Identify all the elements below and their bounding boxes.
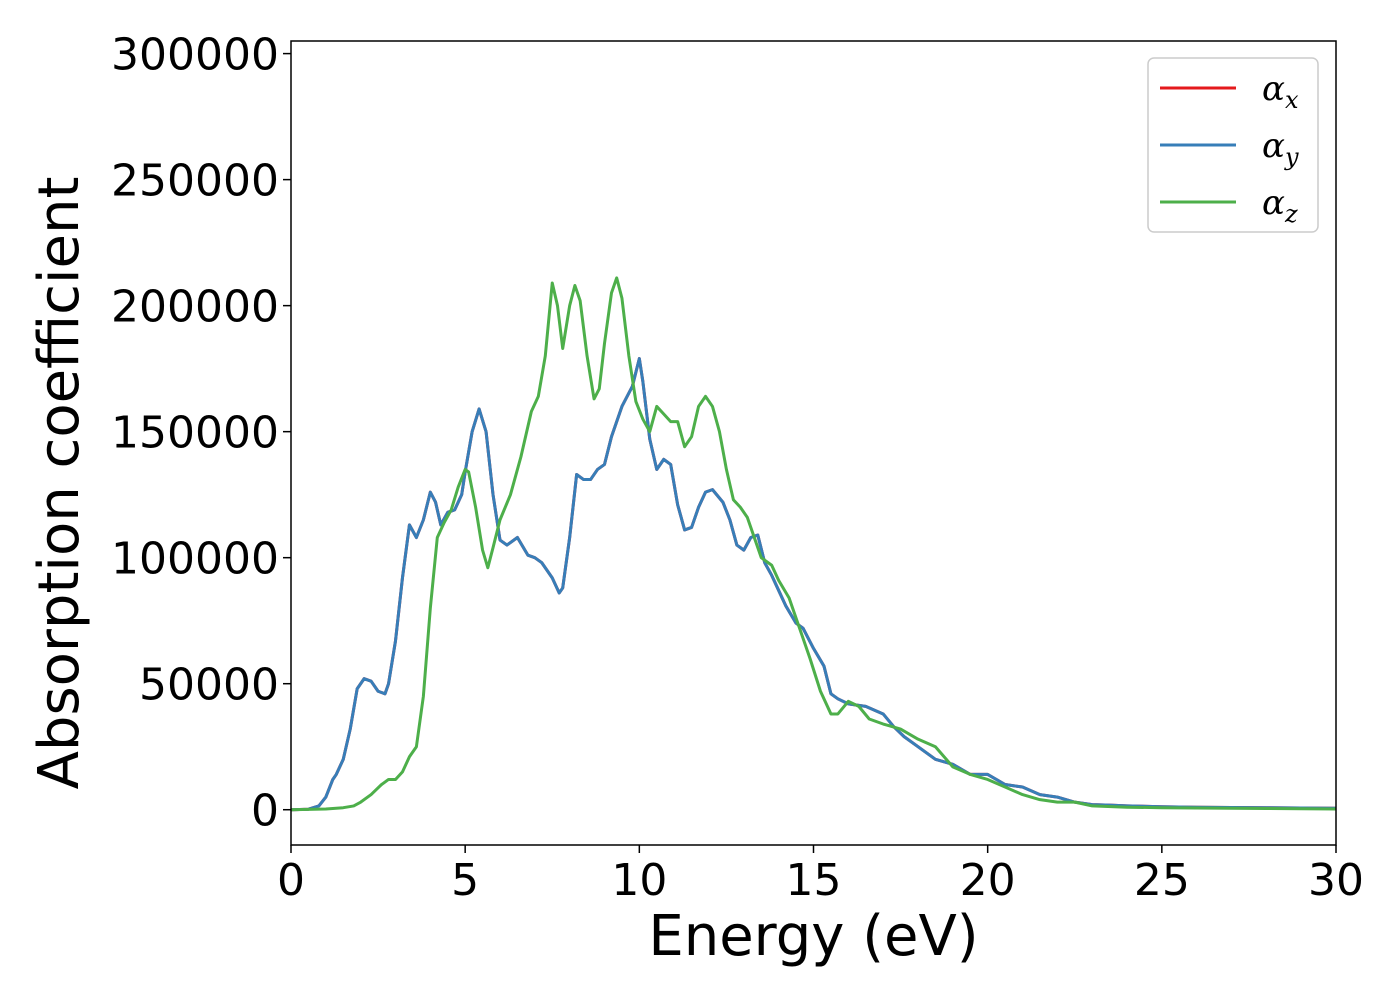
legend-label-y: αy [1262, 126, 1299, 171]
y-tick-label: 250000 [111, 156, 279, 207]
x-tick-label: 30 [1308, 855, 1364, 906]
x-axis-title: Energy (eV) [648, 904, 978, 969]
axis-ticks: 0 5 10 15 20 25 30 0 50000 100000 150000 200000 2500… [111, 30, 1364, 906]
series-line-z [291, 276, 1336, 812]
x-tick-label: 10 [611, 855, 667, 906]
legend-label-x: αx [1262, 69, 1299, 114]
y-tick-label: 0 [251, 786, 279, 837]
y-tick-label: 50000 [139, 660, 279, 711]
y-tick-label: 300000 [111, 30, 279, 81]
x-tick-label: 25 [1134, 855, 1190, 906]
y-tick-label: 200000 [111, 282, 279, 333]
y-tick-label: 150000 [111, 408, 279, 459]
series-layer [291, 276, 1336, 812]
y-axis-title: Absorption coefficient [27, 177, 92, 790]
x-tick-label: 0 [277, 855, 305, 906]
legend-label-z: αz [1262, 183, 1298, 228]
x-tick-label: 20 [960, 855, 1016, 906]
legend-subscript: y [1284, 143, 1299, 171]
legend-symbol: α [1262, 183, 1285, 223]
x-tick-label: 5 [451, 855, 479, 906]
legend-symbol: α [1262, 126, 1285, 166]
x-tick-label: 15 [786, 855, 842, 906]
legend-subscript: x [1285, 86, 1299, 114]
legend-symbol: α [1262, 69, 1285, 109]
y-tick-label: 100000 [111, 534, 279, 585]
legend-subscript: z [1284, 200, 1298, 228]
series-line-y [291, 357, 1336, 812]
series-line-x [291, 357, 1336, 812]
